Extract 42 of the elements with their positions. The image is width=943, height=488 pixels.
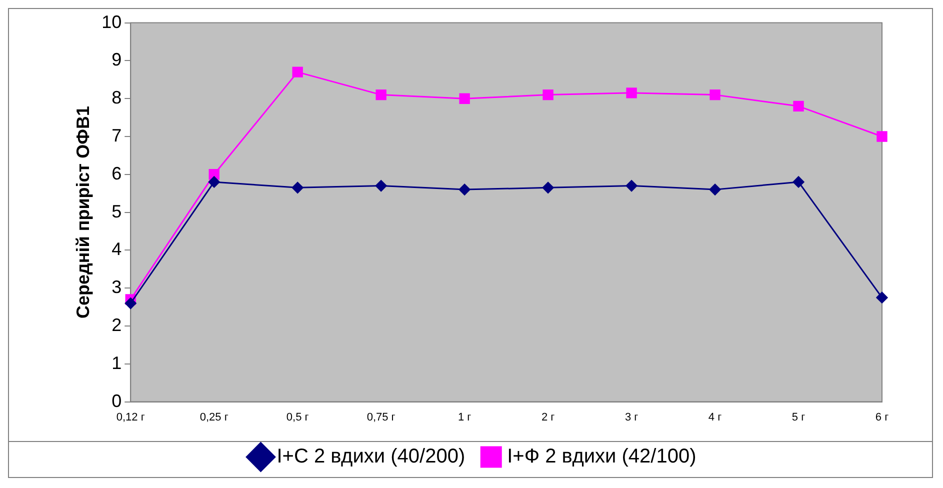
point — [626, 88, 637, 98]
point — [542, 89, 554, 100]
point — [792, 176, 804, 188]
x-tick-label: 0,75 г — [366, 411, 396, 424]
point — [876, 131, 888, 142]
point — [793, 100, 804, 112]
point — [124, 298, 136, 310]
x-tick-label: 0,12 г — [116, 411, 145, 424]
point — [626, 180, 638, 192]
y-tick-label: 0 — [112, 390, 122, 411]
point — [375, 180, 387, 192]
point — [458, 184, 470, 196]
y-tick-label: 2 — [112, 314, 122, 335]
point — [876, 292, 888, 304]
point — [376, 89, 386, 100]
point — [292, 66, 303, 78]
x-tick-label: 0,25 г — [200, 411, 228, 424]
x-tick-label: 4 г — [708, 411, 722, 424]
y-tick-label: 4 — [112, 239, 122, 260]
point — [709, 184, 721, 196]
y-tick-label: 1 — [112, 352, 122, 373]
point — [292, 182, 304, 194]
y-tick-label: 7 — [112, 125, 122, 146]
x-tick-label: 3 г — [624, 411, 638, 424]
x-tick-label: 0,5 г — [286, 411, 309, 424]
point — [542, 182, 554, 194]
y-tick-label: 9 — [112, 50, 122, 70]
x-tick-label: 6 г — [875, 411, 889, 424]
y-tick-label: 8 — [112, 88, 122, 108]
x-tick-label: 5 г — [792, 411, 806, 424]
x-tick-label: 1 г — [458, 411, 472, 424]
y-axis-title: Середній приріст ОФВ1 — [72, 106, 93, 319]
y-tick-label: 6 — [112, 163, 122, 184]
y-tick-label: 10 — [102, 12, 122, 32]
legend-label: І+С 2 вдихи (40/200) — [276, 446, 466, 468]
y-tick-label: 5 — [112, 201, 122, 222]
point — [208, 176, 220, 188]
point — [459, 93, 470, 104]
point — [710, 89, 720, 100]
x-tick-label: 2 г — [541, 411, 555, 424]
y-tick-label: 3 — [112, 277, 122, 298]
legend-label: І+Ф 2 вдихи (42/100) — [507, 446, 696, 468]
